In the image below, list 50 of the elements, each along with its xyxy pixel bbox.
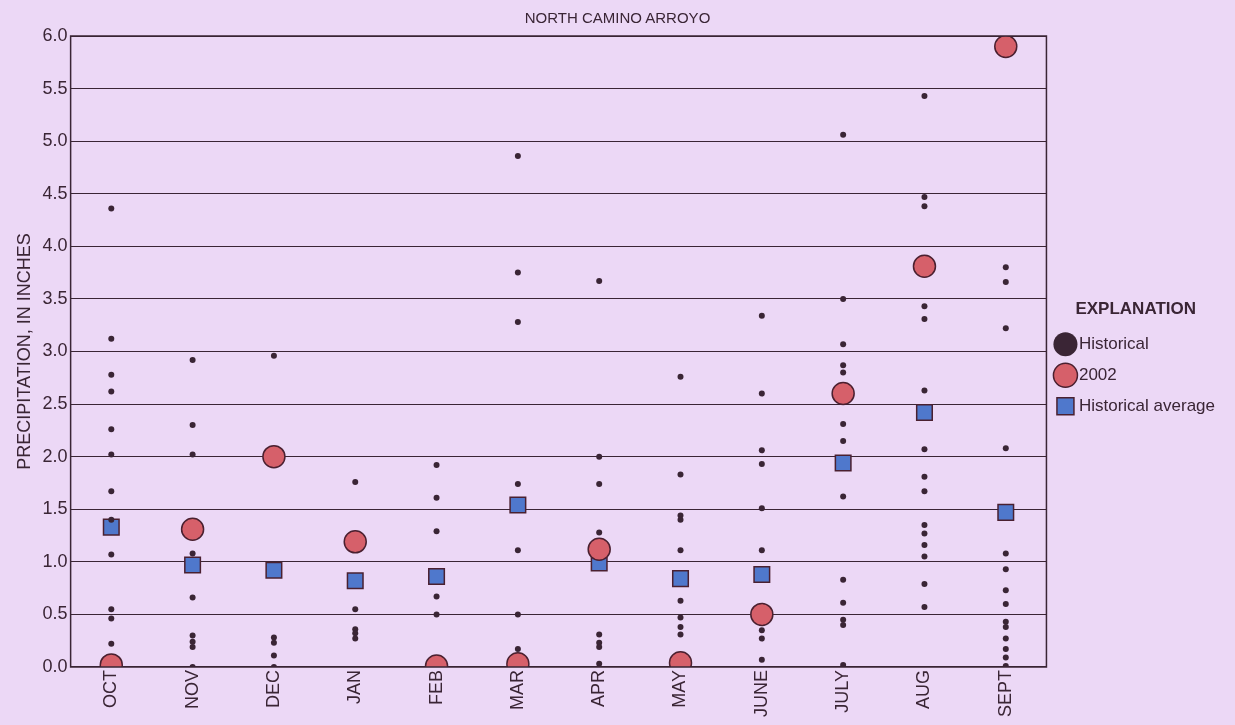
point <box>184 556 202 574</box>
x-tick-label: AUG <box>913 669 934 709</box>
y-tick-label: 0.0 <box>42 655 68 676</box>
y-tick-label: 5.0 <box>42 130 68 151</box>
y-tick-label: 0.5 <box>42 603 68 624</box>
y-tick-label: 4.5 <box>42 182 68 203</box>
point <box>346 572 364 590</box>
x-tick-label: JAN <box>344 669 365 704</box>
y-tick-label: 3.5 <box>42 287 68 308</box>
chart-title: NORTH CAMINO ARROYO <box>524 9 711 27</box>
x-tick-label: DEC <box>262 669 283 708</box>
point <box>834 454 852 472</box>
x-tick-label: MAR <box>506 669 527 710</box>
x-tick-label: OCT <box>100 669 121 708</box>
point <box>262 444 286 469</box>
point <box>753 565 771 583</box>
point <box>831 381 855 406</box>
y-tick-label: 3.0 <box>42 340 68 361</box>
point <box>994 36 1018 59</box>
legend-label: 2002 <box>1078 364 1117 384</box>
point <box>915 403 933 422</box>
y-tick-label: 2.0 <box>42 445 68 466</box>
x-tick-label: FEB <box>425 669 446 705</box>
x-tick-label: JULY <box>832 669 853 713</box>
y-tick-label: 6.0 <box>42 24 68 45</box>
x-tick-label: NOV <box>181 669 202 709</box>
point <box>750 602 774 627</box>
x-tick-label: SEPT <box>994 669 1015 717</box>
y-tick-label: 5.5 <box>42 77 68 98</box>
legend-label: Historical <box>1078 333 1149 353</box>
point <box>102 518 120 536</box>
legend-title: EXPLANATION <box>1075 299 1197 319</box>
x-tick-label: APR <box>588 669 609 707</box>
point <box>343 530 367 554</box>
y-tick-label: 1.0 <box>42 550 68 571</box>
point <box>997 503 1015 521</box>
y-tick-label: 4.0 <box>42 235 68 256</box>
x-tick-label: JUNE <box>750 669 771 717</box>
point <box>265 561 283 579</box>
point <box>428 568 446 586</box>
point <box>912 254 937 279</box>
point <box>587 537 611 561</box>
y-axis-title: PRECIPITATION, IN INCHES <box>13 233 34 470</box>
point <box>671 570 690 588</box>
y-tick-label: 1.5 <box>42 498 68 519</box>
legend-label: Historical average <box>1078 395 1215 415</box>
point <box>509 496 527 514</box>
x-tick-label: MAY <box>669 669 690 708</box>
y-tick-label: 2.5 <box>42 393 68 414</box>
point <box>180 517 205 541</box>
